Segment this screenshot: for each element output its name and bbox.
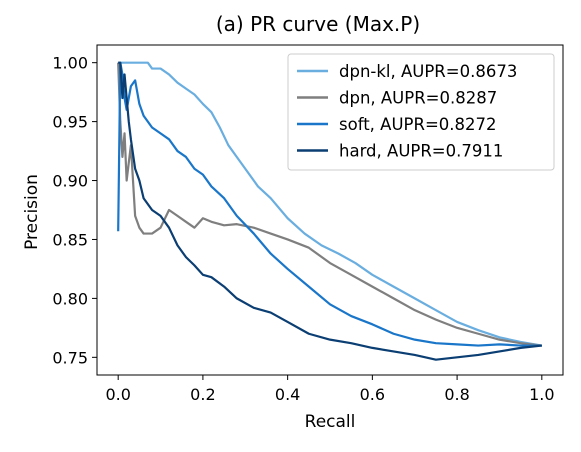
legend-label: dpn-kl, AUPR=0.8673 [339, 62, 517, 81]
y-axis-label: Precision [22, 174, 42, 250]
y-tick-label: 0.85 [52, 230, 88, 249]
x-tick-label: 0.0 [105, 385, 130, 404]
x-tick-label: 0.6 [360, 385, 385, 404]
legend-label: hard, AUPR=0.7911 [339, 142, 503, 161]
plot-frame [96, 44, 564, 376]
x-axis-label: Recall [305, 412, 356, 432]
series-line-3 [117, 61, 542, 347]
series-line-2 [117, 62, 542, 347]
y-ticks: 0.75 0.80 0.85 0.90 0.95 1.00 [52, 54, 97, 367]
x-tick-label: 0.2 [190, 385, 215, 404]
series-layer [117, 61, 543, 361]
x-tick-label: 0.8 [444, 385, 469, 404]
x-tick-label: 0.4 [275, 385, 300, 404]
legend: dpn-kl, AUPR=0.8673 dpn, AUPR=0.8287 soft,… [287, 53, 555, 171]
chart-title: (a) PR curve (Max.P) [216, 12, 420, 36]
y-tick-label: 0.80 [52, 289, 88, 308]
legend-label: dpn, AUPR=0.8287 [339, 89, 497, 108]
series-line-4 [118, 61, 542, 361]
y-tick-label: 0.95 [52, 113, 88, 132]
series-line-1 [118, 61, 543, 347]
y-tick-label: 0.75 [52, 348, 88, 367]
legend-label: soft, AUPR=0.8272 [339, 115, 497, 134]
x-tick-label: 1.0 [529, 385, 554, 404]
y-tick-label: 0.90 [52, 172, 88, 191]
y-tick-label: 1.00 [52, 54, 88, 73]
x-ticks: 0.0 0.2 0.4 0.6 0.8 1.0 [105, 375, 555, 404]
legend-box [287, 53, 555, 171]
